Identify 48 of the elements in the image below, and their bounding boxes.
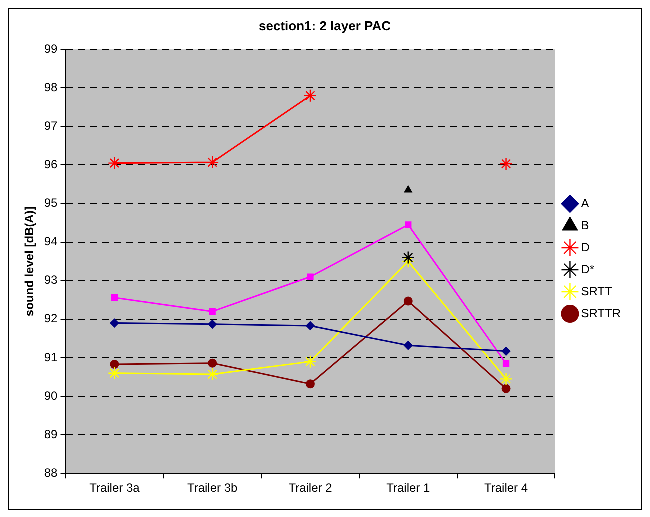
point: [110, 318, 120, 328]
x-tick-label: Trailer 4: [484, 481, 528, 496]
y-axis-title: sound level [dB(A)]: [22, 206, 37, 317]
y-tick-label: 94: [44, 234, 58, 249]
point: [206, 368, 220, 382]
point: [307, 274, 314, 280]
point: [209, 308, 216, 316]
y-tick-label: 95: [44, 196, 58, 210]
legend-label: D: [581, 240, 590, 254]
point: [500, 372, 513, 386]
y-tick-label: 88: [44, 466, 58, 480]
chart-title: section1: 2 layer PAC: [259, 18, 392, 34]
point: [208, 358, 218, 368]
y-tick-label: 96: [44, 158, 58, 172]
point: [502, 360, 510, 368]
point: [500, 157, 513, 171]
y-tick-label: 93: [44, 273, 58, 288]
point: [402, 251, 415, 264]
point: [502, 384, 511, 394]
point: [110, 360, 120, 370]
legend-label: SRTT: [581, 284, 614, 298]
legend-label: A: [581, 196, 590, 210]
x-tick-label: Trailer 3a: [90, 481, 140, 496]
point: [108, 156, 122, 170]
legend-label: B: [581, 218, 590, 232]
y-tick-label: 91: [44, 350, 58, 364]
point: [404, 341, 413, 350]
point: [208, 320, 218, 329]
point: [306, 321, 315, 330]
y-tick-label: 89: [44, 427, 58, 442]
y-tick-label: 98: [44, 80, 58, 94]
point: [304, 355, 318, 368]
point: [306, 380, 315, 389]
y-tick-label: 92: [44, 312, 58, 326]
point: [108, 366, 122, 380]
y-tick-label: 99: [44, 42, 58, 56]
legend-label: SRTTR: [581, 306, 622, 320]
point: [404, 296, 413, 306]
legend-label: D*: [581, 262, 595, 276]
x-tick-label: Trailer 1: [386, 481, 430, 496]
y-tick-label: 97: [44, 119, 58, 134]
x-tick-label: Trailer 3b: [187, 481, 238, 496]
point: [404, 186, 412, 193]
point: [502, 346, 511, 356]
point: [111, 294, 118, 302]
x-tick-label: Trailer 2: [288, 481, 333, 496]
point: [405, 222, 412, 228]
y-tick-label: 90: [44, 388, 58, 403]
